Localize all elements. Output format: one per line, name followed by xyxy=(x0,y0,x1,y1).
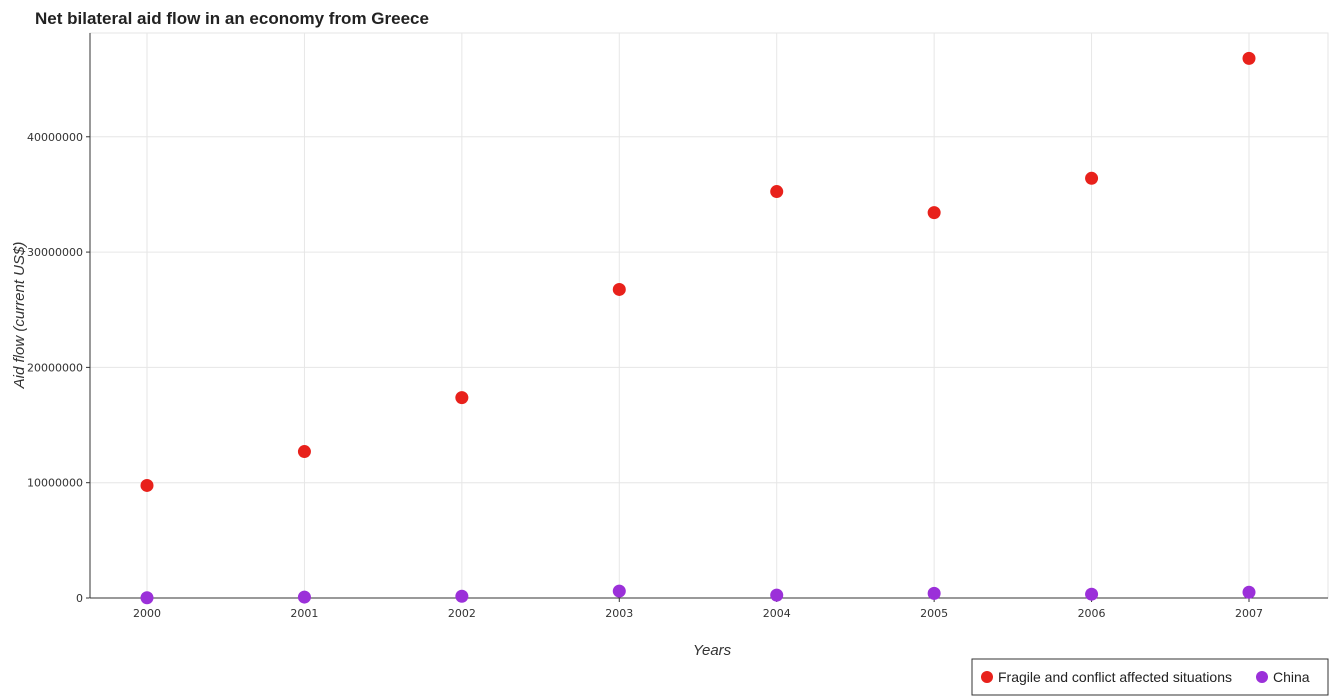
data-point-fragile xyxy=(140,478,154,492)
x-tick-label: 2007 xyxy=(1235,607,1263,620)
data-point-china xyxy=(770,588,784,602)
x-tick-label: 2003 xyxy=(605,607,633,620)
x-tick-label: 2006 xyxy=(1078,607,1106,620)
legend-label-china: China xyxy=(1273,669,1310,685)
y-tick-label: 0 xyxy=(76,592,83,605)
plot-border xyxy=(89,32,1329,599)
legend-marker-fragile xyxy=(981,671,993,683)
data-point-fragile xyxy=(612,282,626,296)
data-point-fragile xyxy=(455,391,469,405)
legend: Fragile and conflict affected situations… xyxy=(971,658,1329,696)
y-tick-label: 40000000 xyxy=(27,131,83,144)
y-tick-label: 30000000 xyxy=(27,246,83,259)
data-point-china xyxy=(455,589,469,603)
y-tick-label: 20000000 xyxy=(27,361,83,374)
legend-marker-china xyxy=(1256,671,1268,683)
data-point-china xyxy=(140,591,154,605)
legend-label-fragile: Fragile and conflict affected situations xyxy=(998,669,1232,685)
data-point-china xyxy=(297,590,311,604)
data-point-fragile xyxy=(770,185,784,199)
y-tick-label: 10000000 xyxy=(27,477,83,490)
data-point-fragile xyxy=(927,206,941,220)
x-tick-label: 2004 xyxy=(763,607,791,620)
grid-layer xyxy=(90,33,1328,599)
data-point-china xyxy=(927,586,941,600)
data-point-china xyxy=(612,584,626,598)
y-axis-label: Aid flow (current US$) xyxy=(11,242,28,390)
marks-layer xyxy=(140,51,1256,605)
x-tick-label: 2000 xyxy=(133,607,161,620)
data-point-fragile xyxy=(1085,171,1099,185)
axes-layer: 0 10000000 20000000 30000000 40000000 2000 200… xyxy=(27,32,1329,620)
data-point-fragile xyxy=(1242,51,1256,65)
x-tick-label: 2002 xyxy=(448,607,476,620)
x-tick-label: 2001 xyxy=(290,607,318,620)
chart-title: Net bilateral aid flow in an economy fro… xyxy=(35,9,429,28)
x-axis-label: Years xyxy=(693,642,732,659)
data-point-china xyxy=(1085,587,1099,601)
data-point-china xyxy=(1242,585,1256,599)
data-point-fragile xyxy=(297,445,311,459)
x-tick-label: 2005 xyxy=(920,607,948,620)
legend-box xyxy=(971,658,1329,696)
